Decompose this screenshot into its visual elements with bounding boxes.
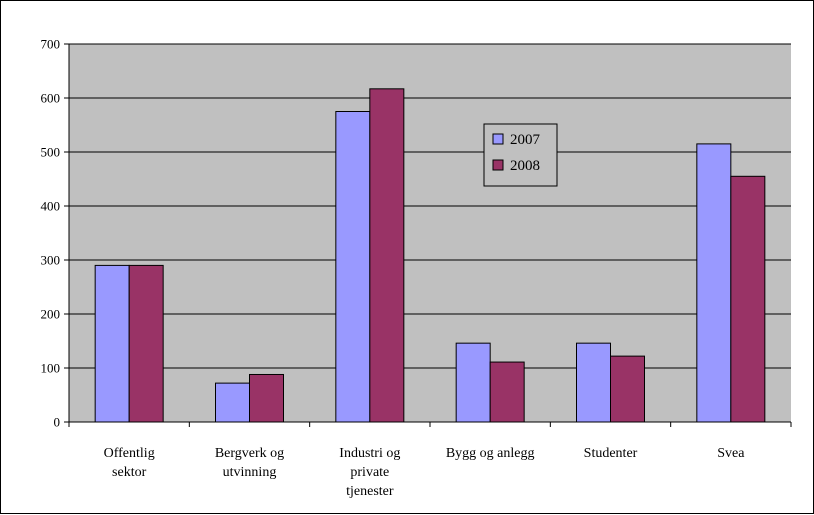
y-tick-label: 400 (41, 199, 61, 214)
legend-label: 2007 (510, 132, 541, 148)
y-tick-label: 0 (54, 415, 61, 430)
bar-2008-3 (489, 361, 525, 423)
y-tick-label: 300 (41, 253, 61, 268)
bar-2008-5 (730, 175, 766, 423)
y-tick-label: 600 (41, 91, 61, 106)
bar-2007-1 (215, 382, 250, 423)
bar-2007-2 (335, 111, 371, 423)
category-label: sektor (112, 465, 147, 480)
category-label: Bygg og anlegg (446, 446, 535, 461)
bar-2007-3 (455, 342, 491, 423)
x-axis-labels: Offentlig sektor Bergverk og utvinning Indus… (104, 446, 746, 499)
bar-2007-0 (94, 264, 130, 423)
legend-swatch-2008 (492, 159, 504, 171)
y-tick-label: 200 (41, 307, 61, 322)
bar-2008-4 (610, 355, 645, 423)
y-axis-ticks: 0 100 200 300 400 500 600 700 (41, 37, 69, 430)
gridlines (69, 43, 791, 369)
category-label: Bergverk og (215, 446, 284, 461)
legend: 2007 2008 (483, 123, 558, 187)
bars (94, 88, 766, 423)
y-tick-label: 700 (41, 37, 61, 52)
category-label: private (350, 465, 389, 480)
bar-2007-4 (576, 342, 611, 423)
y-tick-label: 100 (41, 361, 61, 376)
bar-2007-5 (696, 143, 732, 423)
category-label: Industri og (339, 446, 400, 461)
y-tick-label: 500 (41, 145, 61, 160)
category-label: Studenter (584, 446, 638, 461)
category-label: tjenester (346, 484, 394, 499)
legend-label: 2008 (510, 158, 540, 174)
category-label: Svea (717, 446, 745, 461)
category-label: utvinning (223, 465, 277, 480)
axes (68, 44, 792, 427)
bar-2008-2 (369, 88, 405, 423)
bar-2008-0 (128, 264, 164, 423)
plot-area (69, 44, 791, 422)
bar-2008-1 (249, 373, 284, 423)
legend-swatch-2007 (492, 133, 504, 145)
category-label: Offentlig (104, 446, 155, 461)
